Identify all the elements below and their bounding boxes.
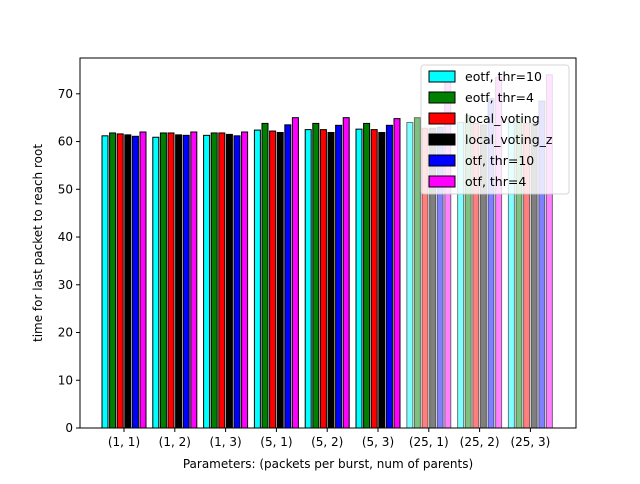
y-axis: 0 10 20 30 40 50 60 70 [58, 87, 80, 435]
legend: eotf, thr=10 eotf, thr=4 local_votinglocal… [420, 64, 570, 195]
x-axis: (1, 1) (1, 2) (1, 3) (5, 1) (5, 2) (5, 3) (25,… [108, 428, 550, 449]
bar [413, 117, 421, 429]
plot-frame [79, 57, 577, 429]
legend-swatch [428, 154, 456, 167]
bar [342, 117, 350, 429]
bar [378, 131, 386, 429]
x-tick-label: (25, 3) [510, 435, 550, 449]
bar [261, 122, 269, 429]
bar [167, 132, 175, 429]
bar [203, 134, 211, 429]
bar [190, 131, 198, 429]
bar [109, 132, 117, 429]
bar [385, 124, 393, 429]
y-tick-label: 40 [58, 230, 73, 244]
legend-label: otf, thr=4 [465, 174, 526, 189]
bar [116, 133, 124, 429]
bar [233, 135, 241, 429]
legend-box [420, 64, 570, 195]
bar [284, 124, 292, 429]
bar [101, 135, 109, 429]
bar [218, 132, 226, 429]
bar [370, 129, 378, 429]
bar [304, 129, 312, 429]
bar [225, 133, 233, 429]
x-tick-label: (5, 1) [260, 435, 292, 449]
x-tick-label: (1, 2) [159, 435, 191, 449]
legend-label: eotf, thr=10 [465, 69, 542, 84]
bar [406, 121, 414, 429]
y-tick-label: 70 [58, 87, 73, 101]
bar [355, 128, 363, 429]
x-tick-label: (1, 1) [108, 435, 140, 449]
legend-swatch [428, 112, 456, 125]
legend-label: local_voting [465, 111, 540, 126]
bar [139, 131, 147, 429]
bar [327, 131, 335, 429]
bar [182, 134, 190, 429]
bar [241, 131, 249, 429]
y-tick-label: 30 [58, 278, 73, 292]
x-tick-label: (1, 3) [209, 435, 241, 449]
legend-label: otf, thr=10 [465, 153, 534, 168]
legend-swatch [428, 175, 456, 188]
bar [319, 129, 327, 429]
x-tick-label: (5, 3) [362, 435, 394, 449]
bar [276, 131, 284, 429]
bar [312, 122, 320, 429]
legend-swatch [428, 133, 456, 146]
y-axis-label: time for last packet to reach root [31, 144, 45, 342]
bar [152, 136, 160, 429]
bar [291, 117, 299, 429]
bar [159, 132, 167, 429]
legend-label: eotf, thr=4 [465, 90, 534, 105]
bar [335, 124, 343, 429]
y-tick-label: 20 [58, 326, 73, 340]
bar [363, 122, 371, 429]
y-tick-label: 0 [65, 421, 73, 435]
x-axis-label: Parameters: (packets per burst, num of p… [183, 457, 473, 471]
x-tick-label: (25, 1) [409, 435, 449, 449]
legend-swatch [428, 91, 456, 104]
bar [124, 134, 132, 429]
legend-label: local_voting_z [465, 132, 553, 147]
y-tick-label: 10 [58, 373, 73, 387]
legend-swatch [428, 70, 456, 83]
y-tick-label: 50 [58, 182, 73, 196]
x-tick-label: (25, 2) [460, 435, 500, 449]
y-tick-label: 60 [58, 135, 73, 149]
bar [269, 130, 277, 429]
bar [393, 118, 401, 429]
bar [210, 132, 218, 429]
x-tick-label: (5, 2) [311, 435, 343, 449]
bar [253, 129, 261, 429]
bar [175, 134, 183, 429]
bar [131, 135, 139, 429]
